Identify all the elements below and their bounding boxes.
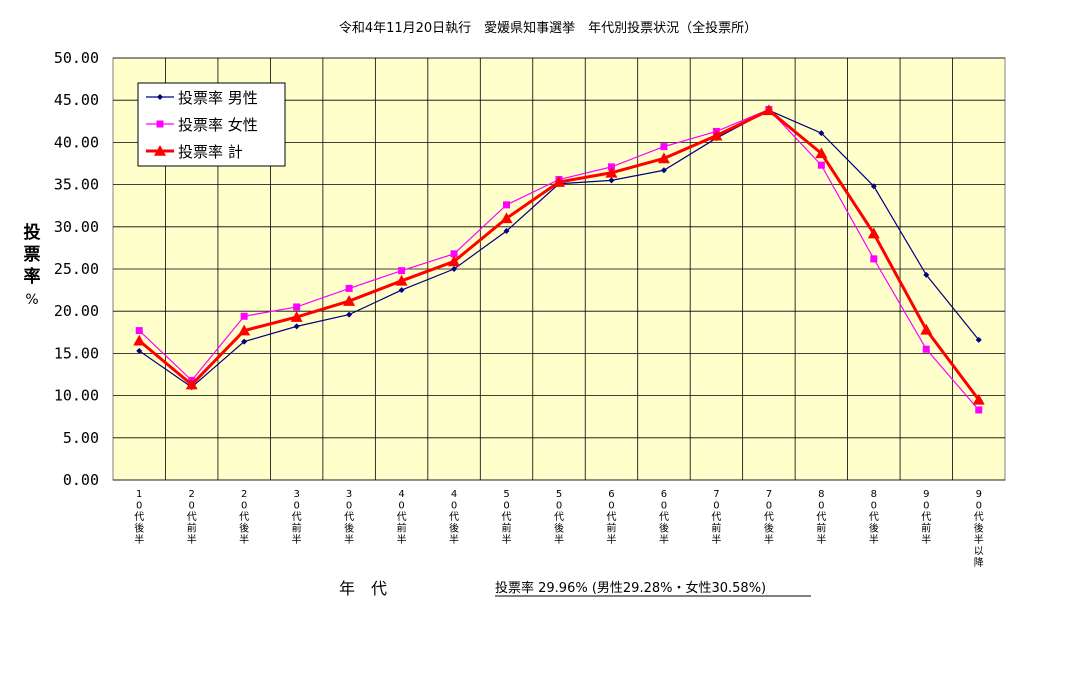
- data-point: [660, 143, 668, 151]
- data-point: [343, 295, 356, 306]
- data-point: [660, 167, 667, 174]
- x-tick-label: 9 0 代後半以降: [974, 489, 984, 569]
- x-tick-label: 9 0 代前半: [921, 489, 931, 546]
- x-tick-label: 2 0 代前半: [187, 489, 197, 546]
- data-point: [451, 266, 458, 272]
- legend-item: 投票率 計: [146, 143, 243, 161]
- data-point: [238, 324, 251, 336]
- x-tick-label: 5 0 代前半: [502, 489, 512, 546]
- data-point: [450, 250, 458, 258]
- data-point: [870, 255, 878, 263]
- data-point: [922, 345, 930, 353]
- y-tick-label: 35.00: [54, 176, 99, 194]
- data-point: [293, 303, 301, 311]
- x-tick-label: 5 0 代後半: [554, 489, 564, 546]
- data-point: [398, 287, 405, 294]
- x-tick-label: 2 0 代後半: [239, 489, 249, 546]
- data-point: [605, 166, 618, 178]
- y-tick-label: 45.00: [54, 91, 99, 109]
- data-point: [608, 177, 615, 184]
- data-point: [710, 129, 723, 141]
- svg-text:率: 率: [24, 266, 41, 287]
- chart-title: 令和4年11月20日執行 愛媛県知事選挙 年代別投票状況（全投票所）: [339, 20, 757, 36]
- x-axis-label: 年 代: [339, 579, 387, 598]
- y-axis-ticks: 0.00 5.00 10.00 15.00 20.00 25.00 30.00 35.00 40…: [54, 49, 99, 489]
- data-point: [972, 393, 985, 405]
- data-point: [346, 311, 353, 318]
- legend-item: 投票率 女性: [146, 116, 258, 134]
- data-point: [448, 255, 461, 267]
- data-point: [293, 323, 300, 330]
- y-tick-label: 0.00: [63, 471, 99, 489]
- data-point: [500, 212, 513, 224]
- x-tick-label: 4 0 代前半: [397, 489, 407, 546]
- legend-label: 投票率 男性: [178, 89, 258, 107]
- y-tick-label: 10.00: [54, 387, 99, 405]
- data-point: [923, 271, 930, 278]
- data-point: [975, 406, 983, 414]
- data-point: [503, 201, 511, 209]
- data-point: [290, 311, 303, 322]
- legend-marker: [154, 145, 166, 156]
- data-point: [185, 378, 198, 390]
- x-tick-label: 7 0 代後半: [764, 489, 774, 546]
- data-point: [817, 161, 825, 169]
- y-tick-label: 25.00: [54, 260, 99, 278]
- legend-item: 投票率 男性: [146, 89, 258, 107]
- data-point: [870, 183, 877, 190]
- x-tick-label: 8 0 代後半: [869, 489, 879, 546]
- turnout-summary: 投票率 29.96% (男性29.28%・女性30.58%): [495, 580, 766, 596]
- data-point: [815, 147, 828, 159]
- x-tick-label: 3 0 代前半: [292, 489, 302, 546]
- svg-text:%: %: [25, 292, 38, 308]
- y-tick-label: 40.00: [54, 133, 99, 151]
- data-point: [135, 327, 143, 335]
- x-tick-label: 6 0 代後半: [659, 489, 669, 546]
- data-point: [657, 152, 670, 164]
- data-point: [133, 334, 146, 346]
- data-point: [241, 338, 248, 345]
- y-tick-label: 5.00: [63, 429, 99, 447]
- x-axis-categories: 1 0 代後半 2 0 代前半 2 0 代後半 3 0 代前半 3 0 代後半 4 0 代前半 4 0 代後半 5 0 代前半…: [134, 489, 984, 569]
- data-point: [920, 323, 933, 335]
- data-point: [345, 284, 353, 292]
- y-tick-label: 15.00: [54, 344, 99, 362]
- data-point: [975, 336, 982, 343]
- svg-text:投: 投: [24, 222, 41, 243]
- data-point: [818, 130, 825, 137]
- y-axis-label: 投 票 率 %: [24, 222, 41, 308]
- data-point: [398, 267, 406, 275]
- data-point: [553, 176, 565, 187]
- series-3: [133, 104, 985, 405]
- x-tick-label: 7 0 代前半: [711, 489, 721, 546]
- series-group: [133, 104, 985, 414]
- data-point: [136, 347, 143, 354]
- svg-text:票: 票: [24, 245, 41, 265]
- y-tick-label: 30.00: [54, 218, 99, 236]
- data-point: [240, 312, 248, 320]
- legend-label: 投票率 女性: [178, 116, 258, 134]
- data-point: [395, 274, 408, 286]
- legend-marker: [156, 120, 164, 128]
- x-tick-label: 6 0 代前半: [606, 489, 616, 546]
- x-tick-label: 4 0 代後半: [449, 489, 459, 546]
- legend-marker: [157, 94, 163, 100]
- x-tick-label: 8 0 代前半: [816, 489, 826, 546]
- legend-label: 投票率 計: [178, 143, 243, 161]
- y-tick-label: 50.00: [54, 49, 99, 67]
- data-point: [503, 228, 510, 235]
- x-tick-label: 1 0 代後半: [134, 489, 144, 546]
- data-point: [867, 227, 880, 239]
- x-tick-label: 3 0 代後半: [344, 489, 354, 546]
- y-tick-label: 20.00: [54, 302, 99, 320]
- data-point: [762, 104, 775, 116]
